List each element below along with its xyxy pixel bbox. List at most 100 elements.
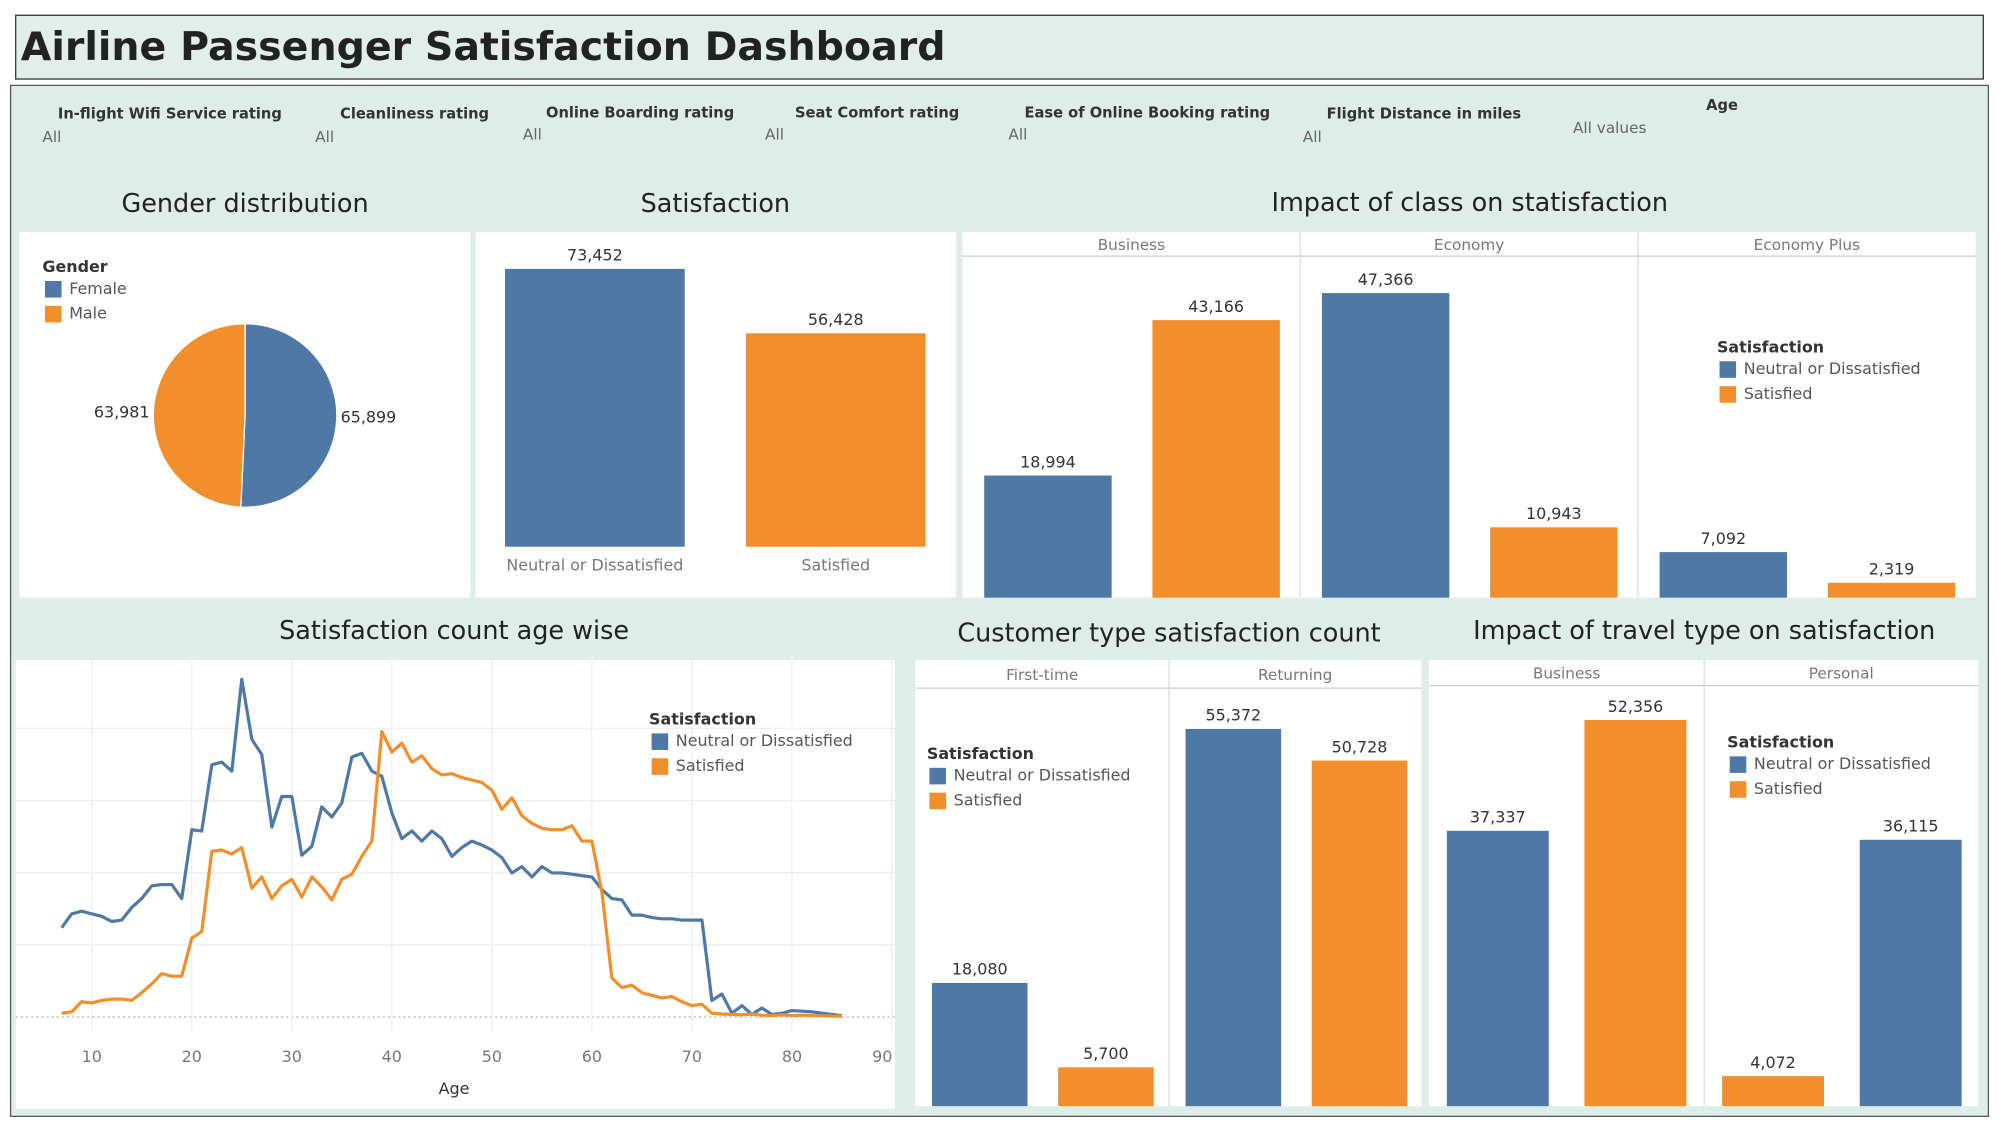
bar xyxy=(505,268,685,547)
data-label: 10,943 xyxy=(1526,504,1582,523)
filter-label: Seat Comfort rating xyxy=(795,104,959,121)
bar xyxy=(1446,830,1549,1107)
bar xyxy=(1859,839,1962,1107)
legend-swatch xyxy=(1719,361,1737,378)
x-tick-label: 50 xyxy=(482,1047,502,1066)
chart-title: Impact of class on statisfaction xyxy=(1271,188,1668,218)
data-label: 43,166 xyxy=(1188,297,1244,316)
x-tick-label: 70 xyxy=(682,1047,702,1066)
filter-label: Age xyxy=(1706,97,1738,114)
data-label: 4,072 xyxy=(1750,1053,1796,1072)
legend-label: Satisfied xyxy=(1744,384,1813,403)
legend-swatch xyxy=(1719,386,1737,403)
legend-swatch xyxy=(651,758,669,775)
filter-value[interactable]: All xyxy=(523,126,542,144)
filter-label: Cleanliness rating xyxy=(340,106,489,123)
filter-value[interactable]: All xyxy=(42,128,61,146)
facet-label: Personal xyxy=(1809,665,1874,683)
legend-label: Satisfied xyxy=(954,790,1023,809)
bar xyxy=(931,982,1028,1107)
pie-slice xyxy=(240,323,338,508)
legend-swatch xyxy=(651,733,669,750)
bar xyxy=(1584,720,1687,1107)
bar xyxy=(1659,552,1788,598)
data-label: 50,728 xyxy=(1332,737,1388,756)
filter-value[interactable]: All xyxy=(315,128,334,146)
filter-label: Ease of Online Booking rating xyxy=(1025,104,1271,121)
legend-label: Female xyxy=(69,279,127,298)
legend-label: Neutral or Dissatisfied xyxy=(1754,754,1931,773)
bar xyxy=(984,475,1112,598)
legend-swatch xyxy=(929,767,946,785)
bar xyxy=(1311,760,1408,1107)
bar xyxy=(1722,1076,1825,1107)
category-label: Satisfied xyxy=(801,555,870,574)
filter-label: In-flight Wifi Service rating xyxy=(58,106,282,123)
x-tick-label: 60 xyxy=(582,1047,602,1066)
chart-title: Customer type satisfaction count xyxy=(957,619,1380,649)
facet-label: Business xyxy=(1533,665,1600,683)
legend-title: Satisfaction xyxy=(927,744,1034,763)
legend-label: Satisfied xyxy=(676,756,745,775)
x-axis-title: Age xyxy=(439,1079,470,1098)
x-tick-label: 80 xyxy=(782,1047,802,1066)
data-label: 2,319 xyxy=(1869,560,1915,579)
x-tick-label: 40 xyxy=(382,1047,402,1066)
filter-value[interactable]: All xyxy=(765,126,784,144)
x-tick-label: 10 xyxy=(82,1047,102,1066)
facet-label: First-time xyxy=(1006,666,1078,684)
facet-label: Business xyxy=(1098,236,1165,254)
legend-label: Male xyxy=(69,304,107,323)
chart-title: Gender distribution xyxy=(122,189,369,219)
x-tick-label: 30 xyxy=(282,1047,302,1066)
data-label: 55,372 xyxy=(1206,706,1262,725)
data-label: 5,700 xyxy=(1083,1044,1129,1063)
bar xyxy=(1321,293,1450,598)
x-tick-label: 90 xyxy=(872,1047,892,1066)
line-series xyxy=(60,677,843,1018)
data-label: 18,994 xyxy=(1020,452,1076,471)
legend-label: Neutral or Dissatisfied xyxy=(1744,359,1921,378)
chart-panel xyxy=(15,660,896,1109)
filter-value[interactable]: All xyxy=(1303,128,1322,146)
chart-title: Impact of travel type on satisfaction xyxy=(1473,616,1935,646)
legend-label: Neutral or Dissatisfied xyxy=(676,731,853,750)
chart-title: Satisfaction count age wise xyxy=(279,616,629,646)
data-label: 65,899 xyxy=(341,407,397,426)
bar xyxy=(1058,1067,1154,1107)
bar xyxy=(1827,582,1956,598)
legend-title: Gender xyxy=(42,257,107,276)
legend-swatch xyxy=(1729,781,1747,798)
bar xyxy=(745,333,926,547)
title-bar xyxy=(15,14,1984,80)
legend-label: Satisfied xyxy=(1754,779,1823,798)
data-label: 52,356 xyxy=(1608,697,1664,716)
legend-title: Satisfaction xyxy=(1727,732,1834,751)
dashboard-title: Airline Passenger Satisfaction Dashboard xyxy=(21,24,946,70)
facet-label: Economy Plus xyxy=(1754,236,1860,254)
chart-title: Satisfaction xyxy=(641,189,790,219)
filter-value[interactable]: All xyxy=(1008,126,1027,144)
data-label: 56,428 xyxy=(808,310,864,329)
legend-swatch xyxy=(929,792,946,810)
filter-label: Online Boarding rating xyxy=(546,104,734,121)
bar xyxy=(1152,320,1280,598)
legend-swatch xyxy=(44,305,62,323)
facet-label: Returning xyxy=(1258,666,1332,684)
legend-label: Neutral or Dissatisfied xyxy=(954,766,1131,785)
filter-label: Flight Distance in miles xyxy=(1327,106,1522,123)
legend-swatch xyxy=(1729,756,1747,773)
legend-title: Satisfaction xyxy=(1717,337,1824,356)
data-label: 18,080 xyxy=(952,960,1008,979)
data-label: 7,092 xyxy=(1701,529,1747,548)
data-label: 63,981 xyxy=(94,402,150,421)
chart-panel xyxy=(962,231,1976,598)
bar xyxy=(1490,527,1618,598)
data-label: 73,452 xyxy=(567,246,623,265)
category-label: Neutral or Dissatisfied xyxy=(506,555,683,574)
x-tick-label: 20 xyxy=(182,1047,202,1066)
facet-label: Economy xyxy=(1434,236,1504,254)
pie-slice xyxy=(152,323,246,508)
filter-value[interactable]: All values xyxy=(1573,119,1647,137)
